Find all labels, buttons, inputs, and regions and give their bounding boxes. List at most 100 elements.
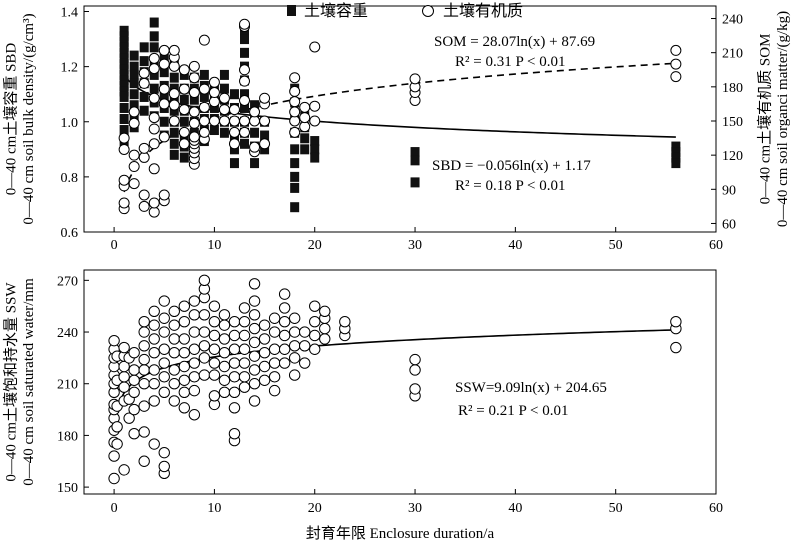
ssw-point bbox=[268, 343, 281, 355]
ssw-point bbox=[148, 378, 160, 390]
sbd-point bbox=[129, 61, 139, 72]
som-point bbox=[188, 106, 200, 118]
top-y-ticks-left: 0.6 0.8 1.0 1.2 1.4 bbox=[61, 6, 89, 241]
sbd-point bbox=[119, 102, 129, 113]
som-point bbox=[188, 131, 200, 143]
sbd-point bbox=[159, 53, 169, 64]
ssw-point bbox=[268, 326, 281, 338]
ssw-point bbox=[218, 386, 231, 399]
ssw-point bbox=[148, 395, 160, 407]
ssw-point bbox=[158, 326, 170, 338]
som-r2: R² = 0.31 P < 0.01 bbox=[455, 54, 565, 70]
som-point bbox=[168, 88, 180, 100]
sbd-point bbox=[139, 105, 149, 116]
ssw-point bbox=[178, 386, 191, 399]
bottom-x-tick-label: 50 bbox=[609, 501, 623, 516]
ssw-point bbox=[138, 326, 150, 338]
ssw-point bbox=[128, 347, 140, 359]
ssw-point bbox=[278, 315, 291, 328]
sbd-point bbox=[209, 125, 219, 136]
sbd-point bbox=[119, 36, 129, 47]
som-point bbox=[239, 64, 251, 76]
som-point bbox=[178, 83, 190, 95]
som-point bbox=[188, 117, 200, 129]
ssw-point bbox=[208, 357, 221, 369]
som-point bbox=[158, 83, 170, 95]
som-point bbox=[168, 115, 180, 127]
sbd-point bbox=[119, 125, 129, 136]
ssw-point bbox=[128, 374, 140, 386]
ssw-point bbox=[158, 386, 170, 399]
som-point bbox=[198, 83, 210, 95]
ssw-point bbox=[123, 412, 135, 424]
som-point bbox=[138, 189, 150, 201]
ssw-point bbox=[288, 326, 301, 338]
bottom-left-y-title: 0—40 cm土壤饱和持水量 SSW0—40 cm soil saturated… bbox=[2, 278, 37, 486]
top-left-y-title: 0—40 cm土壤容重 SBD0—40 cm soil bulk density… bbox=[2, 13, 37, 224]
som-point bbox=[138, 67, 150, 79]
sbd-point bbox=[310, 144, 320, 155]
ssw-point bbox=[258, 333, 271, 345]
sbd-point bbox=[250, 127, 260, 138]
ssw-point bbox=[278, 288, 291, 300]
ssw-point bbox=[128, 386, 140, 399]
sbd-point bbox=[671, 147, 681, 158]
som-point bbox=[289, 126, 301, 138]
sbd-point bbox=[219, 69, 229, 80]
sbd-point bbox=[119, 114, 129, 124]
ssw-point bbox=[309, 300, 321, 312]
som-point bbox=[138, 142, 150, 154]
sbd-point bbox=[290, 158, 300, 169]
ssw-equation: SSW=9.09ln(x) + 204.65 bbox=[455, 380, 607, 396]
bottom-y-tick-label: 150 bbox=[57, 481, 78, 496]
top-x-tick-label: 40 bbox=[508, 238, 522, 253]
top-y-tick-label-left: 1.4 bbox=[61, 6, 79, 21]
som-point bbox=[178, 104, 190, 116]
top-y-tick-label-left: 0.8 bbox=[61, 171, 79, 186]
sbd-point bbox=[149, 69, 159, 80]
sbd-point bbox=[119, 25, 129, 36]
sbd-point bbox=[260, 144, 270, 155]
ssw-point bbox=[118, 381, 130, 393]
ssw-point bbox=[198, 369, 211, 381]
ssw-point bbox=[409, 353, 421, 366]
ssw-point bbox=[178, 402, 191, 414]
som-point bbox=[218, 92, 230, 104]
som-point bbox=[148, 197, 160, 209]
sbd-point bbox=[159, 116, 169, 127]
legend-sbd-marker bbox=[287, 5, 296, 16]
sbd-point bbox=[159, 67, 169, 78]
ssw-r2: R² = 0.21 P < 0.01 bbox=[458, 403, 568, 419]
sbd-point bbox=[179, 94, 189, 105]
som-point bbox=[309, 41, 321, 53]
sbd-point bbox=[179, 116, 189, 127]
sbd-equation: SBD = −0.056ln(x) + 1.17 bbox=[432, 158, 591, 174]
ssw-point bbox=[198, 309, 211, 321]
ssw-point bbox=[158, 460, 170, 473]
som-point bbox=[118, 197, 130, 209]
som-point bbox=[409, 73, 421, 85]
top-x-tick-label: 60 bbox=[709, 238, 723, 253]
ssw-point bbox=[409, 383, 421, 395]
top-y-tick-label-left: 1.0 bbox=[61, 116, 79, 131]
bottom-y-tick-label: 240 bbox=[57, 326, 78, 341]
som-point bbox=[289, 106, 301, 118]
ssw-point bbox=[248, 278, 261, 290]
sbd-point bbox=[169, 138, 179, 149]
ssw-point bbox=[248, 322, 261, 335]
sbd-point bbox=[129, 89, 139, 100]
sbd-point bbox=[240, 138, 250, 149]
ssw-point bbox=[208, 300, 221, 312]
sbd-point bbox=[149, 17, 159, 28]
ssw-point bbox=[188, 343, 201, 355]
x-axis-title: 封育年限 Enclosure duration/a bbox=[306, 525, 495, 542]
top-points bbox=[118, 17, 682, 218]
top-y-tick-label-right: 240 bbox=[722, 13, 743, 28]
bottom-points bbox=[108, 274, 682, 485]
sbd-point bbox=[290, 202, 300, 213]
ssw-point bbox=[111, 421, 123, 433]
top-right-y-title: 0—40 cm土壤有机质 SOM0—40 cm soil organci mat… bbox=[756, 11, 791, 227]
top-y-tick-label-right: 90 bbox=[722, 183, 736, 198]
ssw-point bbox=[158, 446, 170, 459]
ssw-point bbox=[138, 426, 150, 438]
